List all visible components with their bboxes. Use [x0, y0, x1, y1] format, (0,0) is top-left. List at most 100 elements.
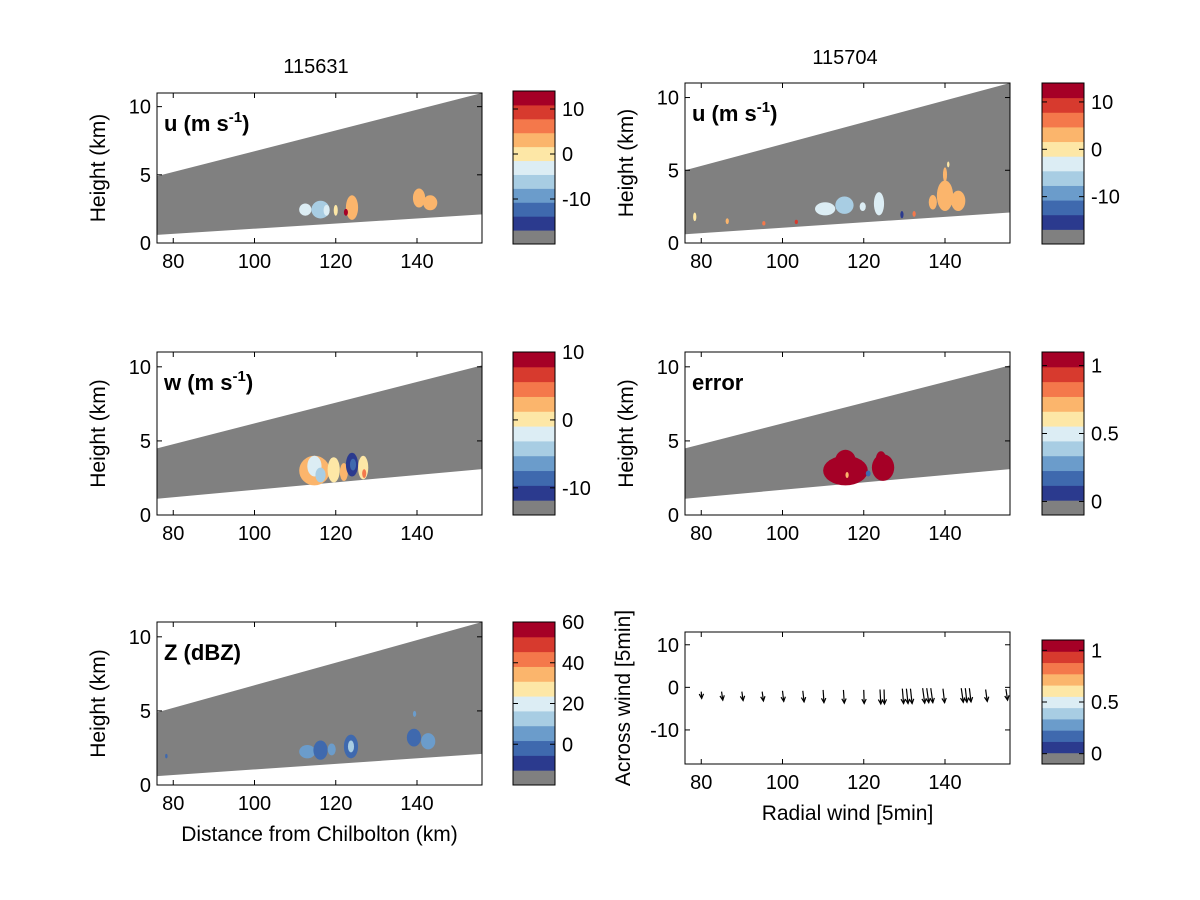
colorbar-bin — [513, 651, 555, 667]
colorbar-bin — [513, 146, 555, 162]
colorbar-tick-label: -10 — [1091, 187, 1120, 209]
axes-frame — [684, 631, 1011, 765]
wind-arrow — [929, 688, 935, 705]
echo-cell — [345, 195, 359, 220]
colorbar-bin — [1042, 426, 1084, 442]
colorbar-bin — [1042, 440, 1084, 457]
colorbar-bin — [1042, 229, 1084, 245]
echo-cell — [343, 208, 348, 216]
colorbar-tick-label: 1 — [1091, 356, 1102, 378]
wind-arrow — [800, 690, 807, 704]
y-tick-label: 5 — [668, 160, 679, 182]
colorbar-bin — [1042, 366, 1084, 383]
colorbar-tick-label: 10 — [562, 99, 584, 121]
echo-cell — [412, 188, 426, 208]
echo-cell — [900, 211, 904, 219]
x-tick-label: 120 — [847, 772, 880, 794]
axes-frame — [156, 351, 483, 516]
echo-cell — [333, 204, 338, 216]
echo-cell — [339, 463, 348, 481]
x-tick-label: 140 — [928, 772, 961, 794]
echo-cell — [362, 469, 367, 478]
colorbar-bin — [1042, 381, 1084, 397]
colorbar-bin — [1042, 97, 1084, 113]
colorbar-bin — [513, 352, 555, 368]
colorbar-bin — [1042, 83, 1084, 99]
x-tick-label: 100 — [238, 523, 271, 545]
x-axis-label: Distance from Chilbolton (km) — [181, 823, 458, 846]
colorbar-tick-label: 0 — [1091, 744, 1102, 766]
colorbar-bin — [1042, 352, 1084, 368]
x-tick-label: 140 — [928, 523, 961, 545]
colorbar: 10.50 — [1041, 351, 1119, 516]
colorbar-bin — [1042, 673, 1084, 686]
colorbar-tick-label: 10 — [562, 342, 584, 364]
colorbar-frame — [1041, 82, 1085, 245]
colorbar-bin — [513, 174, 555, 189]
echo-cell — [406, 728, 422, 747]
echo-cell — [815, 202, 836, 216]
wind-arrow — [739, 691, 746, 702]
wind-arrow — [780, 690, 786, 703]
axes-frame — [156, 92, 483, 244]
colorbar-bin — [1042, 662, 1084, 675]
colorbar-bin — [513, 455, 555, 472]
wind-arrow — [1004, 688, 1010, 702]
wind-arrow — [760, 691, 766, 703]
echo-cell — [865, 470, 871, 477]
colorbar-bin — [513, 636, 555, 653]
x-tick-label: 140 — [400, 793, 433, 815]
colorbar-bin — [1042, 185, 1084, 201]
colorbar-bin — [513, 740, 555, 756]
x-tick-label: 140 — [400, 523, 433, 545]
echo-cell — [873, 192, 885, 216]
colorbar-bin — [513, 470, 555, 486]
wind-arrow — [820, 689, 827, 705]
colorbar-tick-label: -10 — [562, 189, 591, 211]
echo-cell — [725, 218, 729, 225]
y-tick-label: 10 — [129, 627, 151, 649]
y-tick-label: 0 — [140, 775, 151, 797]
wind-arrow — [841, 689, 847, 705]
radar-beam-area — [157, 622, 482, 777]
colorbar-bin — [513, 725, 555, 742]
y-tick-label: 10 — [129, 97, 151, 119]
colorbar-bin — [1042, 730, 1084, 742]
x-tick-label: 140 — [928, 251, 961, 273]
colorbar-bin — [1042, 470, 1084, 486]
wind-arrow — [861, 689, 867, 705]
y-tick-label: 0 — [668, 505, 679, 527]
colorbar-tick-label: 40 — [562, 653, 584, 675]
colorbar-bin — [1042, 685, 1084, 697]
echo-cell — [313, 740, 328, 760]
colorbar-tick-label: 60 — [562, 612, 584, 634]
colorbar-bin — [1042, 156, 1084, 172]
colorbar-bin — [513, 91, 555, 106]
colorbar-bin — [513, 770, 555, 786]
y-tick-label: 5 — [668, 431, 679, 453]
colorbar-bin — [1042, 707, 1084, 720]
echo-cell — [942, 167, 948, 182]
colorbar-bin — [513, 696, 555, 712]
colorbar-tick-label: 1 — [1091, 640, 1102, 662]
echo-cell — [875, 451, 887, 467]
wind-arrow — [921, 688, 927, 705]
colorbar-bin — [1042, 455, 1084, 472]
y-axis-label: Height (km) — [87, 114, 110, 223]
echo-cell — [165, 753, 168, 759]
y-tick-label: 0 — [140, 233, 151, 255]
x-tick-label: 80 — [162, 793, 184, 815]
y-tick-label: -10 — [650, 720, 679, 742]
echo-cell — [947, 161, 950, 168]
colorbar-bin — [1042, 112, 1084, 128]
echo-cell — [951, 190, 966, 211]
colorbar-bin — [513, 118, 555, 134]
colorbar-bin — [513, 755, 555, 771]
colorbar-bin — [513, 366, 555, 383]
echo-cell — [421, 733, 436, 750]
x-tick-label: 100 — [238, 251, 271, 273]
colorbar-bin — [1042, 485, 1084, 501]
axes-frame — [684, 82, 1011, 244]
